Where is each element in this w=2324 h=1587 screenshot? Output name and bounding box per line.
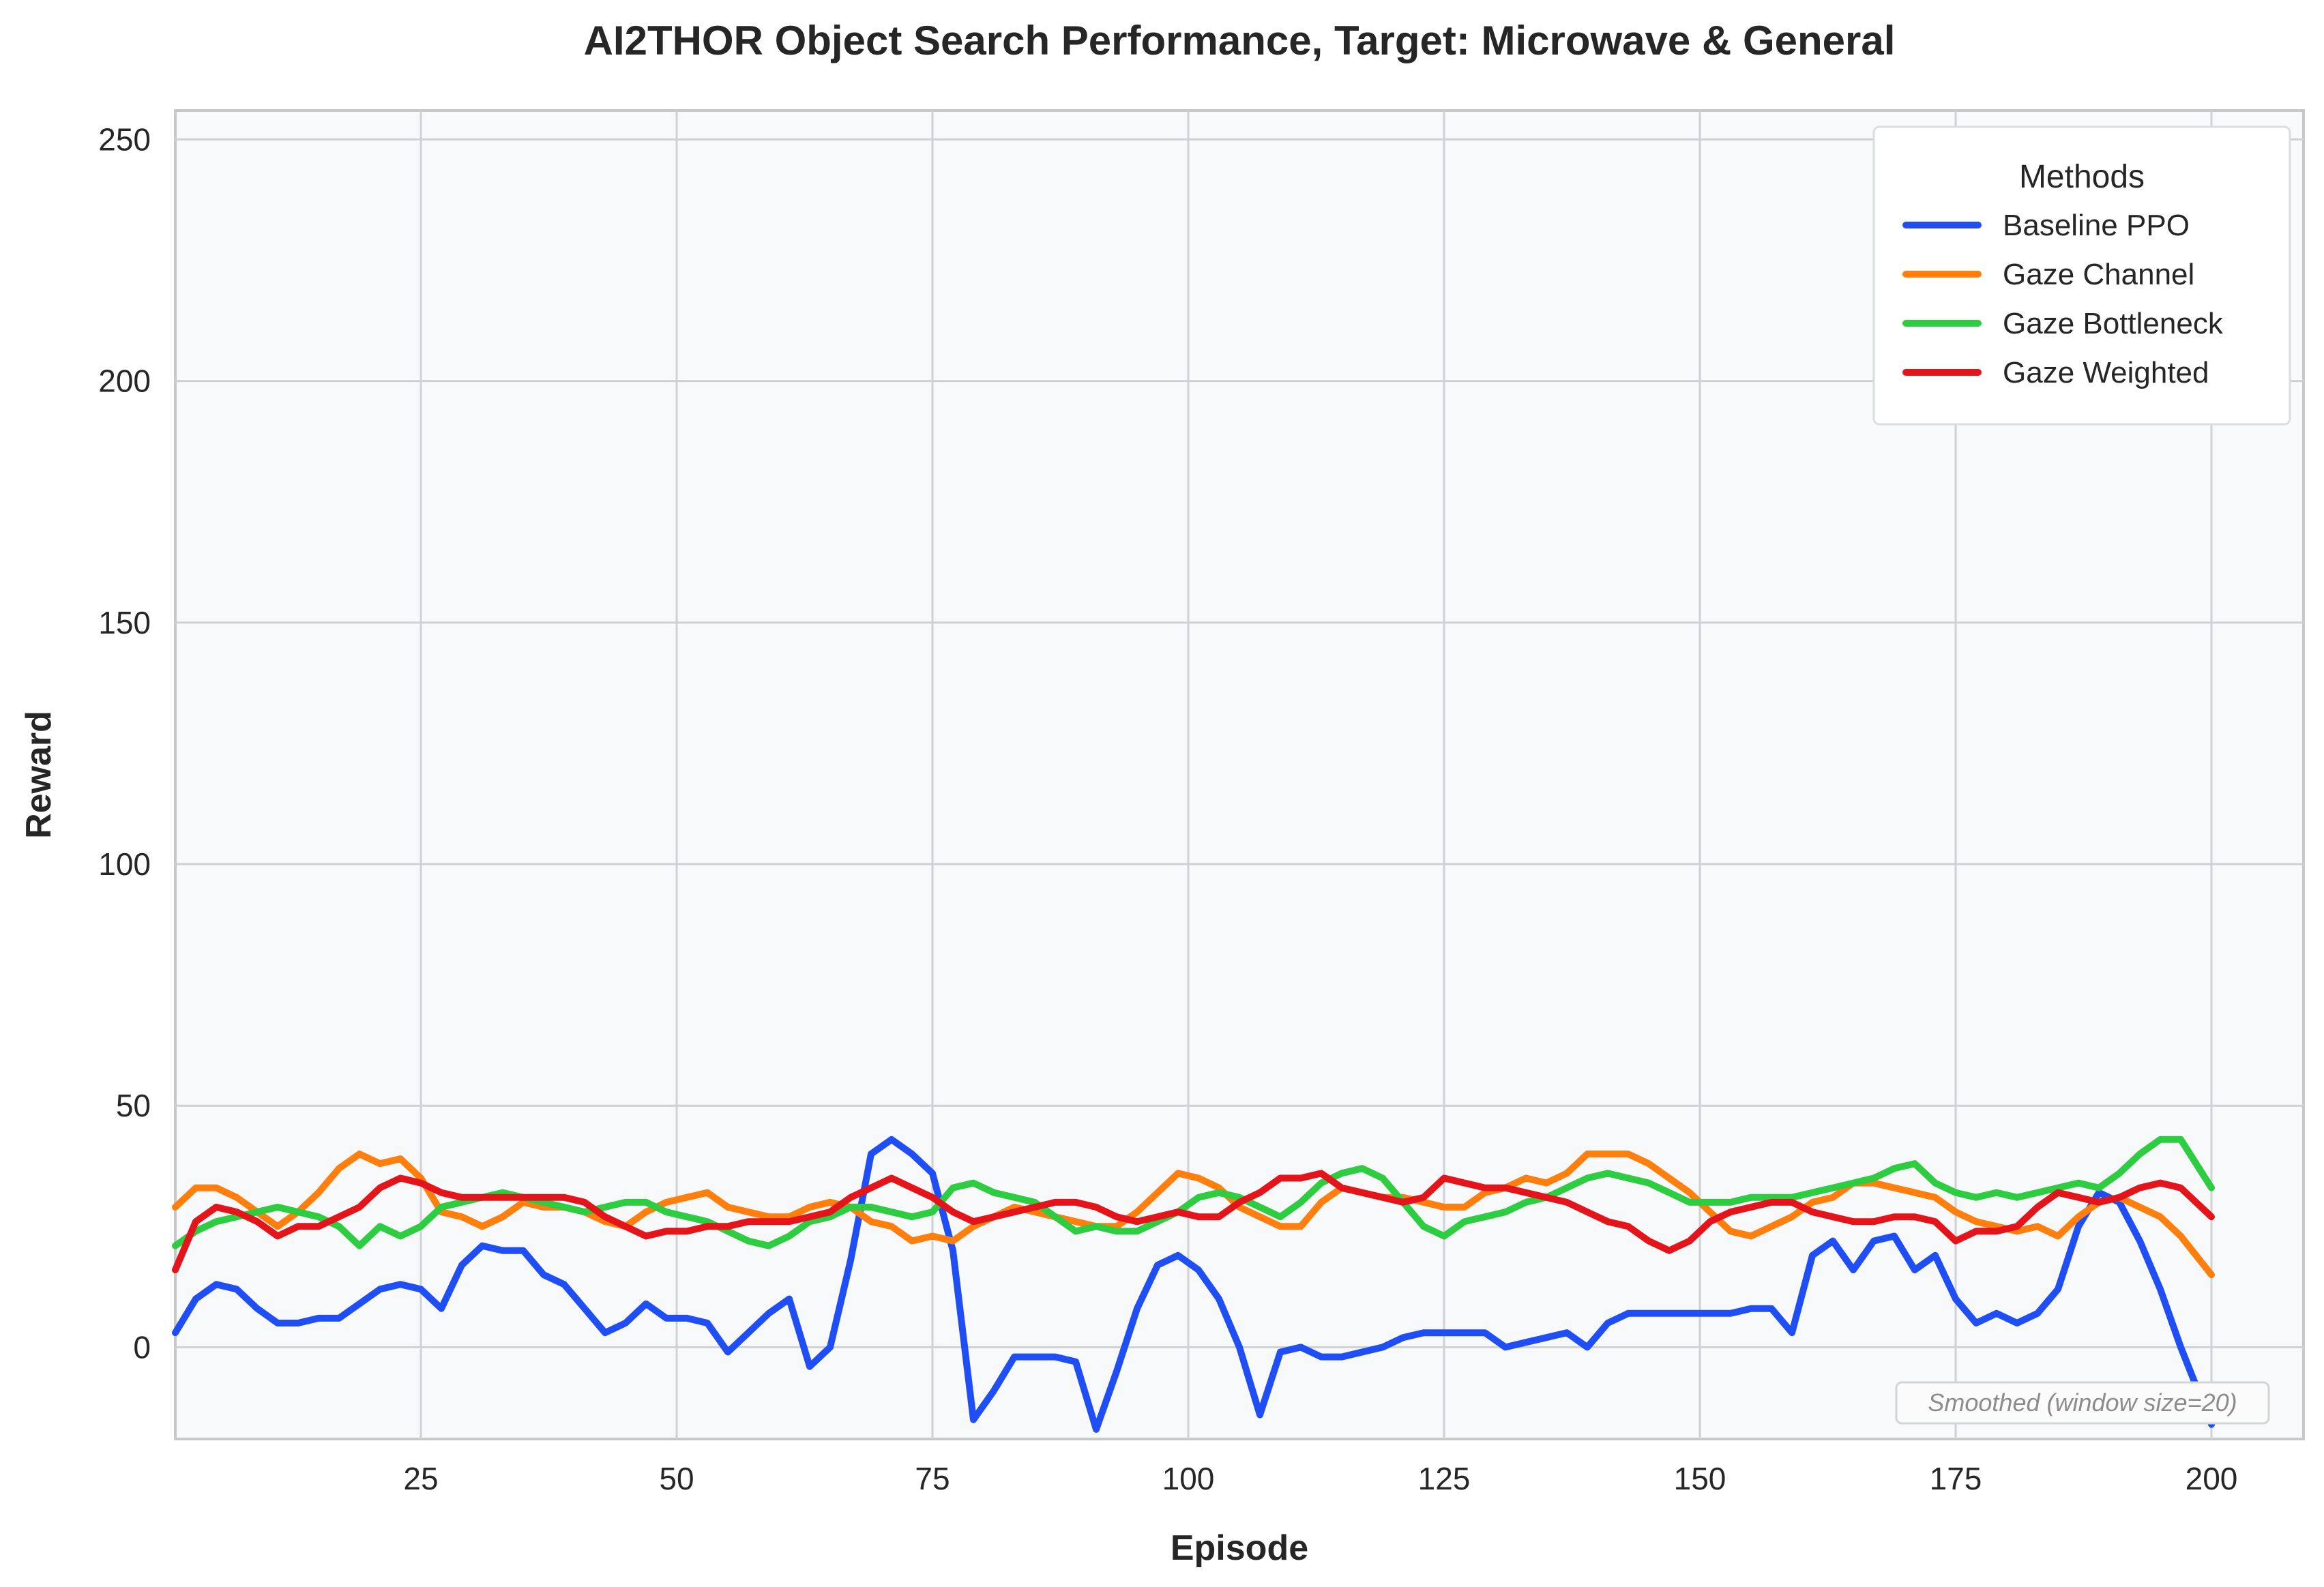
series-lines <box>172 1136 2215 1433</box>
legend-items: Baseline PPO Gaze Channel Gaze Bottleneck G… <box>1902 209 2224 389</box>
y-axis-label: Reward <box>19 711 59 839</box>
tick-labels: 0 50 100 150 200 250 25 50 75 100 125 150 175 200 <box>98 122 2237 1496</box>
y-tick-label: 200 <box>98 364 151 399</box>
legend-label-gaze-bottleneck: Gaze Bottleneck <box>2003 307 2224 340</box>
x-tick-label: 100 <box>1162 1461 1215 1496</box>
y-tick-label: 0 <box>133 1329 151 1365</box>
y-tick-label: 250 <box>98 122 151 158</box>
y-tick-label: 100 <box>98 846 151 882</box>
chart-title: AI2THOR Object Search Performance, Targe… <box>584 18 1896 63</box>
smoothing-annotation: Smoothed (window size=20) <box>1895 1381 2270 1425</box>
y-tick-label: 150 <box>98 605 151 640</box>
legend-label-gaze-channel: Gaze Channel <box>2003 258 2194 291</box>
x-tick-label: 175 <box>1930 1461 1982 1496</box>
x-tick-label: 50 <box>659 1461 694 1496</box>
legend-label-gaze-weighted: Gaze Weighted <box>2003 356 2209 389</box>
legend-title: Methods <box>2019 159 2145 195</box>
x-tick-label: 75 <box>915 1461 950 1496</box>
x-tick-label: 125 <box>1418 1461 1471 1496</box>
x-axis-label: Episode <box>1171 1528 1308 1568</box>
annotation-text: Smoothed (window size=20) <box>1928 1389 2237 1417</box>
series-line-baseline-ppo <box>172 1136 2215 1433</box>
series-line-gaze-weighted <box>172 1170 2215 1274</box>
x-tick-label: 150 <box>1674 1461 1726 1496</box>
y-tick-label: 50 <box>116 1088 151 1123</box>
legend-box <box>1872 125 2291 426</box>
annotation-box <box>1895 1381 2270 1425</box>
legend-label-baseline-ppo: Baseline PPO <box>2003 209 2190 242</box>
x-tick-label: 25 <box>403 1461 438 1496</box>
legend: Methods Baseline PPO Gaze Channel Gaze Bot… <box>1872 125 2291 426</box>
x-tick-label: 200 <box>2186 1461 2238 1496</box>
